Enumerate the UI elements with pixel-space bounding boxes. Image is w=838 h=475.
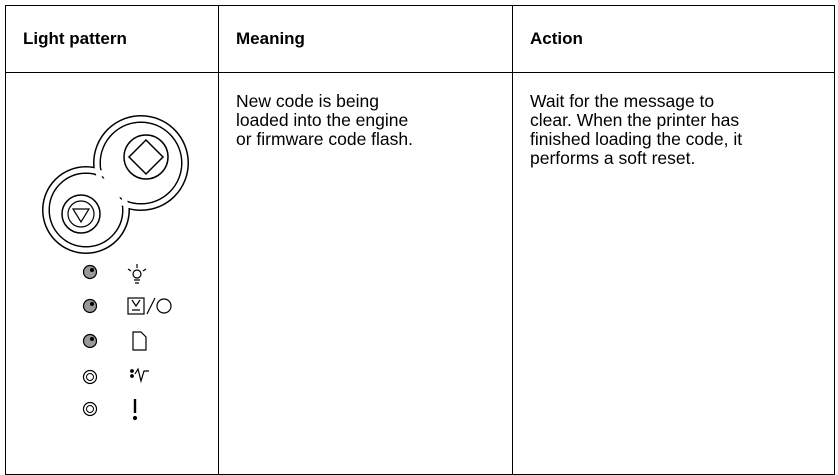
status-icons [127,264,172,421]
action-line: Wait for the message to [530,91,715,111]
header-cell: Meaning [218,5,513,73]
action-line: performs a soft reset. [530,148,696,168]
action-cell: Wait for the message to clear. When the p… [512,72,835,475]
header-cell: Action [512,5,835,73]
status-table: Light pattern Meaning Action [5,5,835,475]
action-line: finished loading the code, it [530,129,743,149]
meaning-line: loaded into the engine [236,110,409,130]
body-row: New code is being loaded into the engine o… [5,72,835,475]
header-cell: Light pattern [5,5,219,73]
led-indicators [82,264,98,417]
meaning-cell: New code is being loaded into the engine o… [218,72,513,475]
action-line: clear. When the printer has [530,110,740,130]
light-pattern-cell [5,72,219,475]
header-row: Light pattern Meaning Action [5,5,835,73]
panel-illustration [42,115,189,421]
meaning-line: New code is being [236,91,379,111]
panel [42,115,189,254]
meaning-line: or firmware code flash. [236,129,414,149]
